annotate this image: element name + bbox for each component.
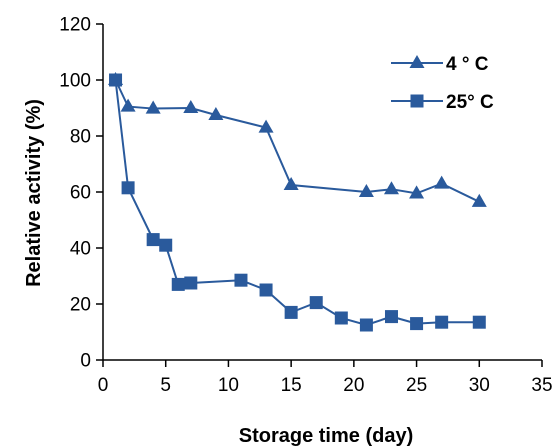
data-point-square bbox=[121, 181, 135, 195]
data-point-square bbox=[259, 283, 273, 297]
data-point-square bbox=[334, 311, 348, 325]
y-tick-label: 60 bbox=[70, 183, 91, 204]
x-tick-label: 20 bbox=[343, 375, 364, 396]
data-point-square bbox=[109, 73, 123, 87]
data-point-square bbox=[410, 317, 424, 331]
x-tick-label: 30 bbox=[469, 375, 490, 396]
legend-label: 25° C bbox=[446, 92, 494, 113]
data-point-triangle bbox=[183, 99, 199, 114]
x-tick-label: 25 bbox=[406, 375, 427, 396]
y-ticks: 0 20 40 60 80 100 120 bbox=[59, 15, 103, 372]
series-line bbox=[114, 79, 480, 327]
x-axis-title: Storage time (day) bbox=[239, 425, 413, 446]
series-2 bbox=[109, 73, 486, 332]
legend-marker-triangle bbox=[409, 54, 425, 69]
data-point-square bbox=[184, 276, 198, 290]
legend-marker-square bbox=[410, 94, 424, 108]
data-point-square bbox=[359, 318, 373, 332]
data-point-triangle bbox=[434, 175, 450, 189]
data-point-square bbox=[284, 305, 298, 319]
data-point-triangle bbox=[120, 98, 136, 112]
data-point-square bbox=[171, 277, 185, 291]
y-tick-label: 100 bbox=[59, 71, 91, 92]
x-tick-label: 10 bbox=[218, 375, 239, 396]
legend: 4 ° C 25° C bbox=[391, 54, 494, 113]
data-point-triangle bbox=[358, 183, 374, 198]
y-tick-label: 80 bbox=[70, 127, 91, 148]
data-point-triangle bbox=[145, 100, 161, 114]
data-point-triangle bbox=[471, 193, 487, 207]
legend-label: 4 ° C bbox=[446, 54, 489, 75]
data-point-square bbox=[472, 315, 486, 329]
series-layer bbox=[108, 71, 487, 332]
data-point-square bbox=[384, 310, 398, 324]
data-point-triangle bbox=[208, 106, 224, 121]
legend-item: 25° C bbox=[391, 92, 494, 113]
data-point-triangle bbox=[383, 181, 400, 195]
y-tick-label: 40 bbox=[70, 239, 91, 260]
series-line bbox=[114, 79, 480, 203]
y-tick-label: 20 bbox=[70, 295, 91, 316]
x-tick-label: 0 bbox=[98, 375, 109, 396]
data-point-square bbox=[435, 315, 449, 329]
y-tick-label: 0 bbox=[80, 351, 91, 372]
legend-item: 4 ° C bbox=[391, 54, 489, 75]
x-ticks: 0 5 10 15 20 25 30 35 bbox=[98, 360, 553, 396]
data-point-triangle bbox=[258, 119, 274, 133]
y-axis-title: Relative activity (%) bbox=[23, 99, 45, 287]
data-point-triangle bbox=[283, 176, 299, 191]
data-point-square bbox=[146, 233, 160, 247]
data-point-square bbox=[159, 238, 173, 252]
x-tick-label: 35 bbox=[531, 375, 552, 396]
data-point-square bbox=[309, 296, 323, 310]
series-1 bbox=[108, 71, 487, 207]
x-tick-label: 15 bbox=[281, 375, 302, 396]
data-point-triangle bbox=[409, 185, 425, 199]
x-tick-label: 5 bbox=[160, 375, 171, 396]
data-point-square bbox=[234, 273, 248, 287]
y-tick-label: 120 bbox=[59, 15, 91, 36]
